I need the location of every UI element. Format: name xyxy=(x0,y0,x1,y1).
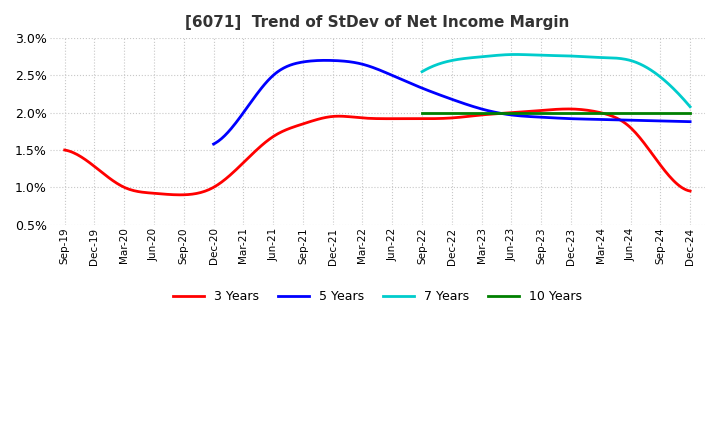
Title: [6071]  Trend of StDev of Net Income Margin: [6071] Trend of StDev of Net Income Marg… xyxy=(185,15,570,30)
7 Years xyxy=(418,69,426,74)
3 Years xyxy=(433,116,441,121)
7 Years xyxy=(662,79,670,84)
Line: 7 Years: 7 Years xyxy=(422,55,690,107)
7 Years xyxy=(644,66,653,71)
5 Years xyxy=(211,140,220,146)
Line: 3 Years: 3 Years xyxy=(65,109,690,195)
10 Years xyxy=(578,110,587,115)
7 Years xyxy=(577,54,586,59)
10 Years xyxy=(662,110,671,115)
5 Years xyxy=(495,110,503,116)
7 Years xyxy=(511,52,520,57)
10 Years xyxy=(685,110,694,115)
10 Years xyxy=(584,110,593,115)
5 Years xyxy=(210,141,218,147)
5 Years xyxy=(685,119,694,125)
10 Years xyxy=(431,110,440,115)
5 Years xyxy=(613,117,621,122)
7 Years xyxy=(685,104,694,110)
5 Years xyxy=(493,110,502,115)
3 Years xyxy=(63,148,71,153)
7 Years xyxy=(582,54,591,59)
10 Years xyxy=(579,110,588,115)
7 Years xyxy=(418,69,427,74)
5 Years xyxy=(643,118,652,123)
5 Years xyxy=(503,112,511,117)
10 Years xyxy=(545,110,554,115)
3 Years xyxy=(445,115,454,121)
Line: 5 Years: 5 Years xyxy=(214,60,690,144)
10 Years xyxy=(418,110,427,115)
3 Years xyxy=(592,109,600,114)
10 Years xyxy=(418,110,426,115)
3 Years xyxy=(631,130,640,136)
7 Years xyxy=(578,54,587,59)
3 Years xyxy=(564,106,573,112)
Legend: 3 Years, 5 Years, 7 Years, 10 Years: 3 Years, 5 Years, 7 Years, 10 Years xyxy=(168,285,587,308)
3 Years xyxy=(435,116,444,121)
3 Years xyxy=(60,147,69,153)
3 Years xyxy=(685,188,694,194)
3 Years xyxy=(176,192,184,198)
10 Years xyxy=(645,110,654,115)
5 Years xyxy=(321,58,330,63)
